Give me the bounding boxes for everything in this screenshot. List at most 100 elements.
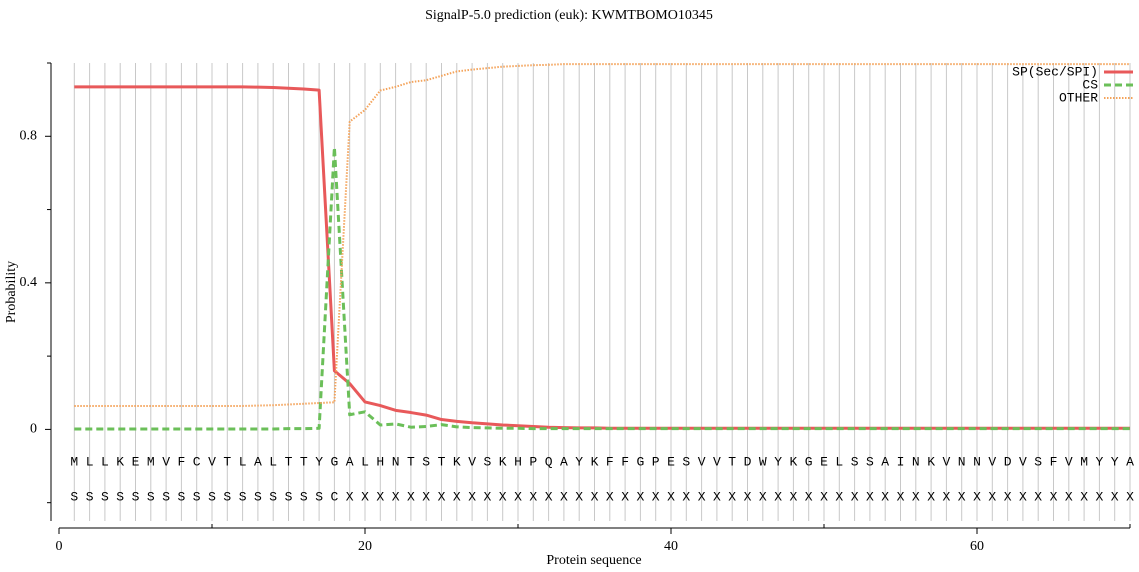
residue: H bbox=[376, 454, 384, 469]
predicted-label: X bbox=[636, 489, 644, 504]
predicted-label: X bbox=[575, 489, 583, 504]
residue: S bbox=[851, 454, 859, 469]
residue: L bbox=[86, 454, 94, 469]
predicted-label: S bbox=[254, 489, 262, 504]
predicted-label: X bbox=[835, 489, 843, 504]
predicted-label: S bbox=[177, 489, 185, 504]
residue: P bbox=[529, 454, 537, 469]
predicted-label: X bbox=[866, 489, 874, 504]
predicted-label: X bbox=[713, 489, 721, 504]
predicted-label: X bbox=[988, 489, 996, 504]
residue: N bbox=[912, 454, 920, 469]
residue: L bbox=[101, 454, 109, 469]
residue: K bbox=[591, 454, 599, 469]
chart-title: SignalP-5.0 prediction (euk): KWMTBOMO10… bbox=[425, 8, 713, 23]
predicted-label: X bbox=[560, 489, 568, 504]
residue: W bbox=[759, 454, 767, 469]
residue: F bbox=[1050, 454, 1058, 469]
predicted-label: X bbox=[1065, 489, 1073, 504]
residue: K bbox=[116, 454, 124, 469]
series-line bbox=[74, 145, 1130, 431]
predicted-label: X bbox=[545, 489, 553, 504]
predicted-label: S bbox=[285, 489, 293, 504]
residue: F bbox=[621, 454, 629, 469]
predicted-label: X bbox=[881, 489, 889, 504]
predicted-label: X bbox=[789, 489, 797, 504]
legend-label: OTHER bbox=[1059, 90, 1098, 105]
predicted-label: X bbox=[1019, 489, 1027, 504]
predicted-label: X bbox=[682, 489, 690, 504]
x-tick-label: 0 bbox=[56, 539, 63, 554]
residue: V bbox=[162, 454, 170, 469]
residue: L bbox=[269, 454, 277, 469]
predicted-label: X bbox=[1095, 489, 1103, 504]
residue: V bbox=[1019, 454, 1027, 469]
residue: T bbox=[223, 454, 231, 469]
series-line bbox=[74, 63, 1130, 407]
residue: Y bbox=[1095, 454, 1103, 469]
predicted-label: X bbox=[820, 489, 828, 504]
predicted-label: X bbox=[744, 489, 752, 504]
x-axis-label: Protein sequence bbox=[546, 553, 641, 568]
predicted-label: S bbox=[239, 489, 247, 504]
predicted-label: X bbox=[407, 489, 415, 504]
residue: M bbox=[147, 454, 155, 469]
residue: T bbox=[285, 454, 293, 469]
predicted-label: S bbox=[101, 489, 109, 504]
residue: A bbox=[1126, 454, 1134, 469]
residue: Y bbox=[774, 454, 782, 469]
residue: A bbox=[881, 454, 889, 469]
residue: V bbox=[942, 454, 950, 469]
residue: C bbox=[193, 454, 201, 469]
predicted-label: S bbox=[70, 489, 78, 504]
residue: G bbox=[805, 454, 813, 469]
residue: M bbox=[1080, 454, 1088, 469]
residue: E bbox=[820, 454, 828, 469]
predicted-label: X bbox=[1034, 489, 1042, 504]
residue: D bbox=[744, 454, 752, 469]
predicted-label: X bbox=[453, 489, 461, 504]
predicted-label: X bbox=[698, 489, 706, 504]
y-tick-label: 0.8 bbox=[20, 128, 38, 143]
predicted-label: X bbox=[376, 489, 384, 504]
predicted-label: X bbox=[652, 489, 660, 504]
predicted-label: X bbox=[438, 489, 446, 504]
predicted-label: X bbox=[973, 489, 981, 504]
predicted-label: X bbox=[529, 489, 537, 504]
residue: Y bbox=[1111, 454, 1119, 469]
residue: H bbox=[514, 454, 522, 469]
predicted-label: S bbox=[162, 489, 170, 504]
residue: V bbox=[1065, 454, 1073, 469]
residue: N bbox=[973, 454, 981, 469]
y-axis-label: Probability bbox=[4, 261, 19, 323]
predicted-label: S bbox=[300, 489, 308, 504]
residue: T bbox=[407, 454, 415, 469]
x-tick-label: 20 bbox=[358, 539, 372, 554]
predicted-label: X bbox=[361, 489, 369, 504]
predicted-label: S bbox=[315, 489, 323, 504]
residue: N bbox=[392, 454, 400, 469]
predicted-label: X bbox=[805, 489, 813, 504]
predicted-label: X bbox=[483, 489, 491, 504]
residue: T bbox=[438, 454, 446, 469]
x-tick-label: 60 bbox=[970, 539, 984, 554]
residue: E bbox=[132, 454, 140, 469]
y-tick-label: 0.4 bbox=[20, 275, 38, 290]
predicted-label: S bbox=[208, 489, 216, 504]
residue: V bbox=[698, 454, 706, 469]
residue: E bbox=[667, 454, 675, 469]
predicted-label: X bbox=[1050, 489, 1058, 504]
residue: P bbox=[652, 454, 660, 469]
residue: V bbox=[988, 454, 996, 469]
predicted-label: S bbox=[147, 489, 155, 504]
residue: V bbox=[468, 454, 476, 469]
y-tick-label: 0 bbox=[30, 422, 37, 437]
residue: I bbox=[897, 454, 905, 469]
residue: A bbox=[254, 454, 262, 469]
predicted-label: X bbox=[927, 489, 935, 504]
residue: V bbox=[208, 454, 216, 469]
predicted-label: X bbox=[468, 489, 476, 504]
predicted-label: X bbox=[392, 489, 400, 504]
residue: T bbox=[300, 454, 308, 469]
